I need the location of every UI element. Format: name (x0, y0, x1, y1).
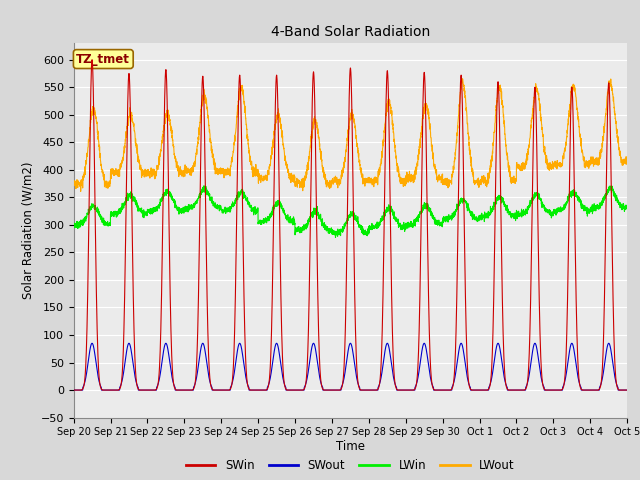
LWin (571, 188, 579, 193)
SWin (623, 387, 630, 393)
LWout (70, 180, 77, 185)
LWin (188, 204, 196, 210)
SWin (414, 360, 422, 366)
Line: LWout: LWout (74, 79, 627, 192)
SWout (225, 387, 232, 393)
LWin (404, 223, 412, 228)
LWin (224, 204, 232, 210)
LWout (623, 158, 631, 164)
LWout (623, 156, 631, 162)
SWout (88, 340, 96, 346)
LWout (77, 189, 84, 194)
LWout (458, 76, 466, 82)
SWin (70, 387, 77, 393)
SWout (623, 387, 630, 393)
SWout (571, 351, 579, 357)
LWout (414, 152, 422, 158)
LWout (404, 176, 412, 182)
SWin (188, 387, 196, 393)
Y-axis label: Solar Radiation (W/m2): Solar Radiation (W/m2) (22, 162, 35, 299)
Title: 4-Band Solar Radiation: 4-Band Solar Radiation (271, 25, 430, 39)
LWin (623, 204, 631, 210)
LWin (607, 183, 615, 189)
LWout (571, 85, 579, 91)
SWin (225, 387, 232, 393)
LWout (188, 167, 196, 172)
SWout (70, 387, 77, 393)
Line: SWin: SWin (74, 60, 627, 390)
LWout (225, 171, 232, 177)
SWout (623, 387, 631, 393)
LWin (70, 219, 77, 225)
Line: LWin: LWin (74, 186, 627, 238)
LWin (414, 214, 422, 219)
Text: TZ_tmet: TZ_tmet (76, 53, 131, 66)
LWin (332, 235, 339, 240)
LWin (623, 204, 631, 209)
SWin (571, 204, 579, 209)
SWin (623, 387, 631, 393)
Legend: SWin, SWout, LWin, LWout: SWin, SWout, LWin, LWout (181, 455, 520, 477)
SWout (404, 387, 412, 393)
SWin (404, 387, 412, 393)
SWout (188, 387, 196, 393)
SWout (414, 374, 422, 380)
X-axis label: Time: Time (336, 440, 365, 453)
Line: SWout: SWout (74, 343, 627, 390)
SWin (88, 57, 96, 62)
